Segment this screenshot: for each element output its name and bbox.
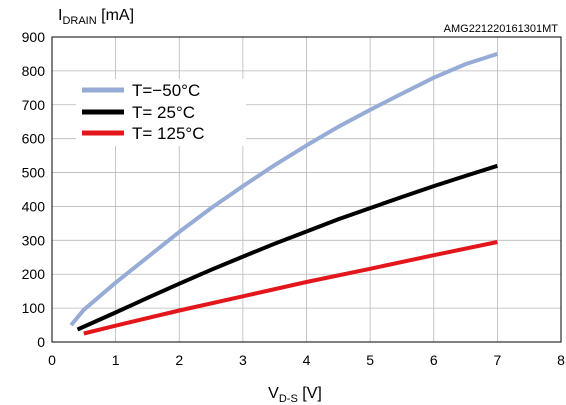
x-tick-label: 8	[557, 352, 565, 368]
plot-frame	[51, 36, 562, 343]
y-tick-label: 300	[22, 232, 46, 248]
x-tick-label: 7	[493, 352, 501, 368]
legend-label-series-2: T= 25°C	[132, 103, 195, 122]
x-tick-label: 0	[48, 352, 56, 368]
series-line-1	[69, 51, 499, 327]
y-tick-label: 800	[22, 63, 46, 79]
y-tick-label: 200	[22, 266, 46, 282]
legend-label-series-1: T=−50°C	[132, 81, 200, 100]
x-tick-label: 2	[175, 352, 183, 368]
y-tick-label: 900	[22, 29, 46, 45]
x-tick-label: 3	[239, 352, 247, 368]
legend-label-series-3: T= 125°C	[132, 124, 204, 143]
x-tick-label: 6	[430, 352, 438, 368]
y-tick-label: 0	[37, 334, 45, 350]
x-tick-label: 1	[112, 352, 120, 368]
x-tick-label: 5	[366, 352, 374, 368]
y-tick-label: 100	[22, 300, 46, 316]
y-axis-title: IDRAIN [mA]	[58, 7, 134, 27]
y-tick-label: 700	[22, 97, 46, 113]
series-line-3	[83, 240, 498, 336]
x-axis-title: VD-S [V]	[268, 385, 322, 405]
x-tick-labels: 0 1 2 3 4 5 6 7 8	[48, 352, 565, 368]
series-line-2	[76, 163, 499, 332]
x-tick-label: 4	[303, 352, 311, 368]
series-lines	[69, 51, 499, 336]
y-tick-labels: 0 100 200 300 400 500 600 700 800 900	[22, 29, 46, 350]
y-tick-label: 500	[22, 165, 46, 181]
figure-code: AMG221220161301MT	[444, 23, 559, 35]
legend: T=−50°C T= 25°C T= 125°C	[76, 79, 246, 146]
y-tick-label: 600	[22, 131, 46, 147]
y-tick-label: 400	[22, 198, 46, 214]
